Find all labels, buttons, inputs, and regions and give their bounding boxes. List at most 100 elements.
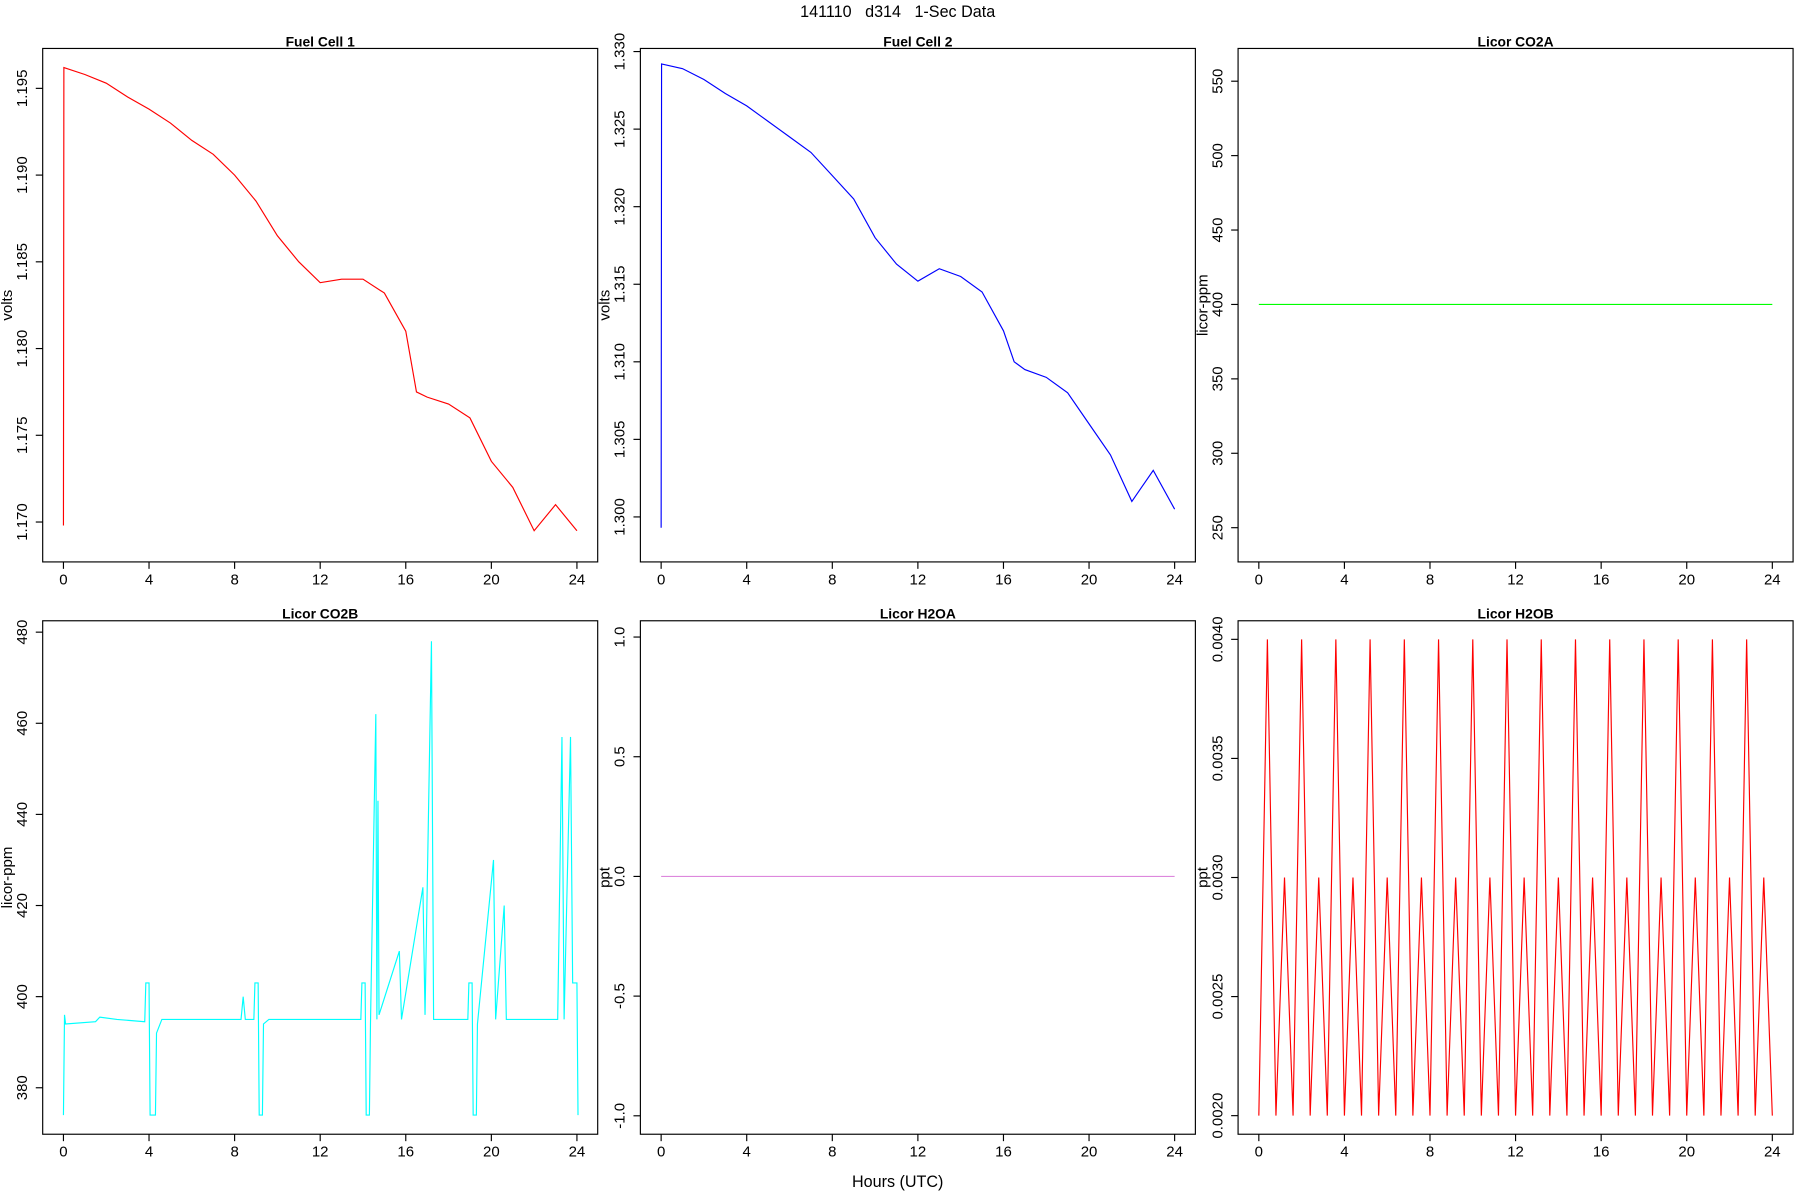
data-line [62,66,578,532]
x-tick-label: 24 [569,1144,586,1161]
x-tick-label: 16 [995,571,1012,588]
y-tick-label: 1.175 [14,417,31,455]
y-tick-label: 1.310 [612,343,629,381]
x-tick-label: 4 [743,571,751,588]
y-tick-label: 1.190 [14,156,31,194]
x-tick-label: 24 [569,571,586,588]
y-tick-label: 1.325 [612,110,629,148]
x-tick-label: 16 [397,571,414,588]
x-tick-label: 20 [483,571,500,588]
x-tick-label: 24 [1764,571,1781,588]
y-tick-label: 1.305 [612,421,629,459]
x-tick-label: 12 [312,1144,329,1161]
data-line [1258,639,1773,1116]
panel-title: Fuel Cell 1 [286,33,355,49]
y-tick-label: 460 [14,711,31,736]
x-tick-label: 4 [145,1144,153,1161]
y-tick-label: -1.0 [612,1103,629,1129]
x-tick-label: 8 [230,571,238,588]
panel-title: Licor H2OB [1478,606,1554,622]
x-tick-label: 12 [1507,571,1524,588]
y-axis-label: volts [0,290,16,321]
x-tick-label: 12 [910,571,927,588]
data-line [660,63,1176,528]
plot-frame [1237,620,1794,1135]
x-tick-label: 20 [1678,1144,1695,1161]
y-tick-label: -0.5 [612,983,629,1009]
y-axis-label: licor-ppm [0,847,16,909]
x-tick-label: 8 [1426,571,1434,588]
y-tick-label: 480 [14,620,31,645]
x-tick-label: 0 [59,1144,67,1161]
x-tick-label: 4 [145,571,153,588]
y-axis-label: licor-ppm [1194,274,1211,336]
y-tick-label: 250 [1209,515,1226,540]
panel-title: Fuel Cell 2 [883,33,952,49]
x-tick-label: 8 [828,571,836,588]
y-tick-label: 0.5 [612,746,629,767]
x-tick-label: 16 [397,1144,414,1161]
x-tick-label: 20 [1678,571,1695,588]
y-tick-label: 440 [14,802,31,827]
x-tick-label: 0 [657,1144,665,1161]
y-axis-label: ppt [1194,866,1211,888]
x-tick-label: 24 [1764,1144,1781,1161]
y-tick-label: 350 [1209,366,1226,391]
y-tick-label: 1.170 [14,503,31,541]
x-tick-label: 4 [743,1144,751,1161]
panel-title: Licor H2OA [880,606,956,622]
x-tick-label: 0 [1255,1144,1263,1161]
plot-frame [42,47,599,563]
y-tick-label: 0.0035 [1209,735,1226,781]
y-tick-label: 1.0 [612,627,629,648]
y-tick-label: 1.315 [612,265,629,303]
y-tick-label: 1.320 [612,188,629,226]
y-tick-label: 1.180 [14,330,31,368]
y-tick-label: 0.0040 [1209,616,1226,662]
y-tick-label: 380 [14,1075,31,1100]
y-tick-label: 0.0020 [1209,1093,1226,1139]
plot-frame [639,47,1196,563]
x-tick-label: 16 [995,1144,1012,1161]
x-tick-label: 16 [1593,1144,1610,1161]
x-tick-label: 0 [657,571,665,588]
x-tick-label: 12 [1507,1144,1524,1161]
y-tick-label: 500 [1209,143,1226,168]
y-tick-label: 1.330 [612,33,629,71]
figure-title: 141110 d314 1-Sec Data [800,3,995,21]
x-tick-label: 4 [1340,571,1348,588]
y-axis-label: ppt [597,866,614,888]
y-tick-label: 0.0025 [1209,974,1226,1020]
x-tick-label: 20 [1081,1144,1098,1161]
panel-title: Licor CO2B [282,606,358,622]
data-line [62,641,579,1116]
x-tick-label: 8 [1426,1144,1434,1161]
x-tick-label: 12 [910,1144,927,1161]
plot-frame [1237,47,1794,563]
panel-title: Licor CO2A [1478,33,1554,49]
y-tick-label: 450 [1209,218,1226,243]
y-tick-label: 1.195 [14,70,31,108]
x-tick-label: 4 [1340,1144,1348,1161]
plot-frame [42,620,599,1135]
y-tick-label: 1.300 [612,498,629,536]
y-tick-label: 0.0030 [1209,855,1226,901]
y-tick-label: 1.185 [14,243,31,281]
plot-frame [639,620,1196,1135]
y-axis-label: volts [597,290,614,321]
y-tick-label: 400 [1209,292,1226,317]
x-tick-label: 8 [230,1144,238,1161]
x-tick-label: 20 [1081,571,1098,588]
x-tick-label: 12 [312,571,329,588]
x-tick-label: 20 [483,1144,500,1161]
x-tick-label: 0 [1255,571,1263,588]
x-tick-label: 24 [1166,1144,1183,1161]
x-tick-label: 0 [59,571,67,588]
y-tick-label: 420 [14,893,31,918]
x-axis-label: Hours (UTC) [852,1173,943,1191]
x-tick-label: 24 [1166,571,1183,588]
x-tick-label: 8 [828,1144,836,1161]
y-tick-label: 0.0 [612,866,629,887]
y-tick-label: 550 [1209,69,1226,94]
